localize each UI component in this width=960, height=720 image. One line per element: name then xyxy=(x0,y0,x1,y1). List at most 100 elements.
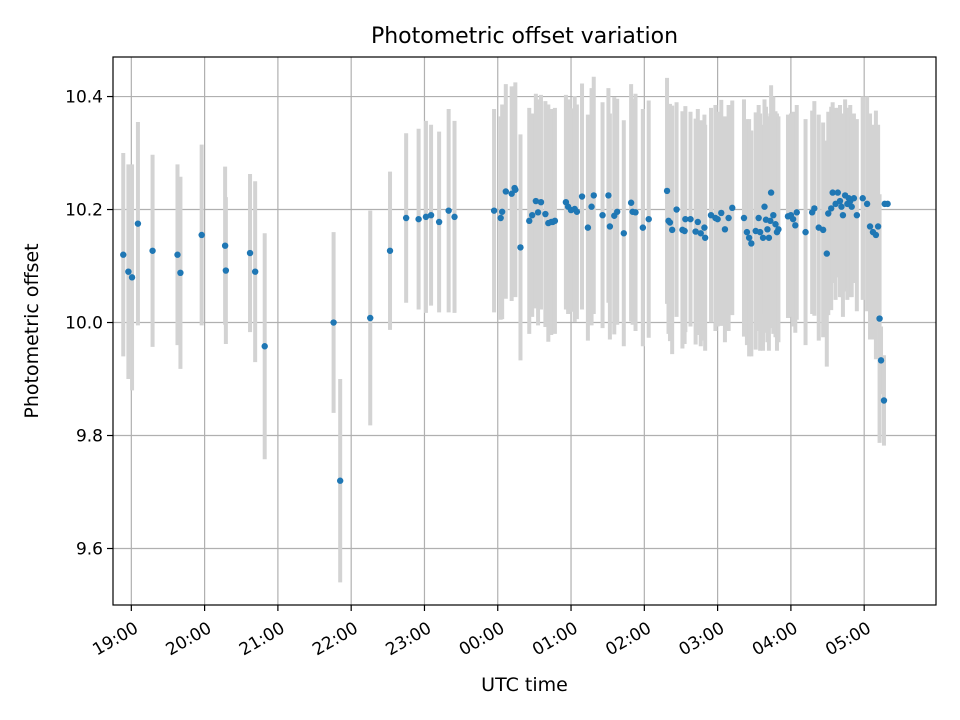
data-point xyxy=(367,314,374,322)
data-point xyxy=(884,200,891,208)
data-point xyxy=(853,211,861,219)
data-point xyxy=(714,215,721,223)
data-point xyxy=(767,217,774,225)
data-point xyxy=(445,207,452,214)
data-point xyxy=(599,211,606,219)
data-point xyxy=(755,214,762,222)
data-point xyxy=(880,397,888,404)
data-point xyxy=(839,211,847,219)
data-point xyxy=(692,228,699,235)
data-point xyxy=(740,214,748,222)
data-point xyxy=(681,227,688,235)
y-tick-label: 10.4 xyxy=(65,88,103,108)
data-point xyxy=(177,269,184,277)
data-point xyxy=(498,208,506,215)
data-point xyxy=(718,209,725,217)
data-point xyxy=(838,203,845,210)
data-point xyxy=(528,211,536,219)
data-point xyxy=(811,205,818,212)
data-point xyxy=(836,197,844,205)
data-point xyxy=(748,240,755,247)
data-point xyxy=(725,214,732,222)
y-tick-label: 9.6 xyxy=(76,540,103,560)
data-point xyxy=(687,215,694,223)
data-point xyxy=(877,357,885,364)
data-point xyxy=(435,218,443,226)
data-point xyxy=(770,211,777,219)
data-point xyxy=(772,221,779,228)
data-point xyxy=(149,247,156,254)
data-point xyxy=(422,213,430,221)
y-axis-label: Photometric offset xyxy=(21,243,43,418)
data-point xyxy=(198,231,205,239)
data-point xyxy=(534,209,542,216)
data-points xyxy=(120,184,891,484)
data-point xyxy=(874,223,882,230)
data-point xyxy=(802,228,809,236)
data-point xyxy=(761,203,768,210)
data-point xyxy=(759,234,767,241)
data-point xyxy=(825,210,832,217)
data-point xyxy=(665,217,672,225)
data-point xyxy=(261,343,268,350)
data-point xyxy=(632,209,639,216)
data-point xyxy=(876,315,883,322)
data-point xyxy=(336,477,344,484)
data-point xyxy=(819,226,827,234)
data-point xyxy=(512,186,519,193)
y-tick-label: 10.0 xyxy=(65,314,103,334)
data-point xyxy=(789,215,797,223)
data-point xyxy=(573,208,581,215)
data-point xyxy=(627,199,635,206)
data-point xyxy=(866,223,874,230)
data-point xyxy=(792,222,799,229)
data-point xyxy=(222,267,230,274)
data-point xyxy=(701,234,709,241)
data-point xyxy=(588,203,595,210)
data-point xyxy=(551,217,559,225)
data-point xyxy=(605,192,612,199)
data-point xyxy=(764,226,771,233)
data-point xyxy=(386,247,394,254)
axes-frame xyxy=(112,56,937,606)
data-point xyxy=(829,189,836,196)
data-point xyxy=(823,250,831,257)
data-point xyxy=(490,207,498,214)
data-point xyxy=(330,319,337,326)
data-point xyxy=(682,215,689,223)
data-point xyxy=(697,230,704,237)
data-point xyxy=(532,197,540,205)
data-point xyxy=(620,230,628,237)
data-point xyxy=(756,228,764,236)
data-point xyxy=(221,242,229,249)
data-point xyxy=(694,218,702,226)
data-point xyxy=(793,209,800,216)
data-point xyxy=(517,244,524,251)
y-axis: 9.6 9.8 10.0 10.2 10.4 xyxy=(65,88,113,560)
data-point xyxy=(537,198,545,206)
data-point xyxy=(850,195,858,202)
data-point xyxy=(578,193,586,200)
data-point xyxy=(872,231,880,239)
data-point xyxy=(497,214,504,222)
data-point xyxy=(743,228,751,236)
data-point xyxy=(775,226,782,233)
data-point xyxy=(174,251,181,258)
data-point xyxy=(584,224,592,231)
data-point xyxy=(663,187,671,195)
data-point xyxy=(745,234,753,241)
data-point xyxy=(590,192,597,199)
plot-area xyxy=(112,56,937,606)
data-point xyxy=(765,234,773,241)
data-point xyxy=(134,220,142,227)
data-point xyxy=(542,210,549,218)
data-point xyxy=(729,204,736,212)
data-point xyxy=(415,215,422,223)
data-point xyxy=(120,251,127,258)
data-point xyxy=(834,189,841,196)
data-point xyxy=(526,217,533,225)
chart-title: Photometric offset variation xyxy=(371,24,678,49)
data-point xyxy=(614,208,621,215)
